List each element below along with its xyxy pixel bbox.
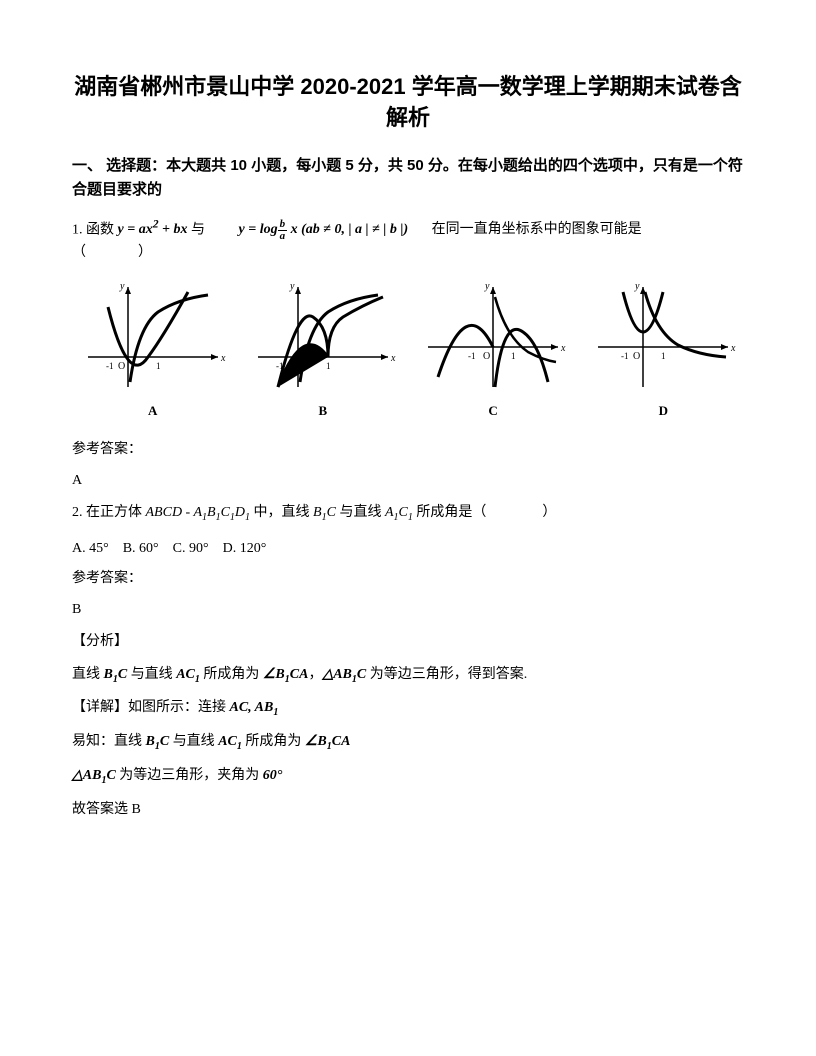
q1-blank: （ ）: [72, 245, 160, 260]
q2-suffix: 所成角是（ ）: [413, 505, 557, 520]
q1-suffix: 在同一直角坐标系中的图象可能是: [432, 222, 642, 237]
svg-text:x: x: [220, 353, 226, 364]
t: 易知：直线: [72, 734, 146, 749]
svg-text:O: O: [633, 351, 640, 362]
page-title: 湖南省郴州市景山中学 2020-2021 学年高一数学理上学期期末试卷含解析: [72, 72, 744, 134]
t: 直线: [72, 667, 104, 682]
svg-text:1: 1: [326, 361, 331, 371]
graph-label-A: A: [148, 401, 157, 422]
t: 【详解】如图所示：连接: [72, 700, 230, 715]
question-1: 1. 函数 y = ax2 + bx 与 y = logba x (ab ≠ 0…: [72, 216, 744, 265]
question-2: 2. 在正方体 ABCD - A1B1C1D1 中，直线 B1C 与直线 A1C…: [72, 502, 744, 526]
t: ，: [308, 667, 322, 682]
svg-text:1: 1: [156, 361, 161, 371]
svg-text:y: y: [634, 281, 640, 292]
q2-prefix: 2. 在正方体: [72, 505, 146, 520]
q2-cube: ABCD - A1B1C1D1: [146, 505, 251, 520]
q2-mid2: 与直线: [336, 505, 385, 520]
q2-analysis: 【分析】 直线 B1C 与直线 AC1 所成角为 ∠B1CA，△AB1C 为等边…: [72, 631, 744, 821]
m: AC, AB1: [230, 700, 279, 715]
m: △AB1C: [322, 667, 366, 682]
final-line: 故答案选 B: [72, 799, 744, 821]
svg-text:y: y: [289, 281, 295, 292]
graph-label-C: C: [488, 401, 497, 422]
graph-A: x y O -1 1 A: [72, 277, 233, 422]
svg-text:-1: -1: [468, 351, 476, 361]
svg-text:x: x: [730, 343, 736, 354]
t: 为等边三角形，得到答案.: [366, 667, 527, 682]
q2-options: A. 45° B. 60° C. 90° D. 120°: [72, 538, 744, 560]
t: 与直线: [169, 734, 218, 749]
q1-answer-label: 参考答案：: [72, 439, 744, 461]
q1-graphs: x y O -1 1 A x y O -1 1 B: [72, 277, 744, 422]
q1-func2-prefix: y = log: [239, 222, 278, 237]
svg-text:x: x: [390, 353, 396, 364]
m: AC1: [218, 734, 242, 749]
q1-func2-arg: x (ab ≠ 0, | a | ≠ | b |): [287, 222, 408, 237]
q1-mid: 与: [191, 222, 209, 237]
q1-prefix: 1. 函数: [72, 222, 118, 237]
m: 60°: [263, 768, 283, 783]
q2-answer-label: 参考答案：: [72, 568, 744, 590]
m: B1C: [104, 667, 128, 682]
q2-line2: A1C1: [385, 505, 413, 520]
svg-text:1: 1: [511, 351, 516, 361]
q2-line1: B1C: [313, 505, 336, 520]
analysis-line-a: 直线 B1C 与直线 AC1 所成角为 ∠B1CA，△AB1C 为等边三角形，得…: [72, 664, 744, 688]
q1-func1: y = ax2 + bx: [118, 222, 188, 237]
detail-line: 【详解】如图所示：连接 AC, AB1: [72, 697, 744, 721]
t: 为等边三角形，夹角为: [116, 768, 263, 783]
graph-B: x y O -1 1 B: [242, 277, 403, 422]
m: △AB1C: [72, 768, 116, 783]
q2-answer: B: [72, 599, 744, 621]
analysis-line-c: △AB1C 为等边三角形，夹角为 60°: [72, 765, 744, 789]
q2-mid: 中，直线: [250, 505, 313, 520]
svg-text:O: O: [483, 351, 490, 362]
graph-label-D: D: [659, 401, 668, 422]
q1-func2-sub: ba: [278, 219, 288, 242]
m: AC1: [176, 667, 200, 682]
q1-answer: A: [72, 470, 744, 492]
section-header: 一、 选择题：本大题共 10 小题，每小题 5 分，共 50 分。在每小题给出的…: [72, 154, 744, 202]
svg-text:x: x: [560, 343, 566, 354]
svg-text:1: 1: [661, 351, 666, 361]
graph-D: x y O -1 1 D: [583, 277, 744, 422]
svg-text:O: O: [118, 361, 125, 372]
analysis-label: 【分析】: [72, 631, 744, 653]
m: ∠B1CA: [263, 667, 309, 682]
t: 所成角为: [242, 734, 305, 749]
t: 与直线: [127, 667, 176, 682]
svg-text:y: y: [484, 281, 490, 292]
m: ∠B1CA: [305, 734, 351, 749]
svg-text:-1: -1: [106, 361, 114, 371]
m: B1C: [146, 734, 170, 749]
graph-C: x y O -1 1 C: [412, 277, 573, 422]
svg-text:y: y: [119, 281, 125, 292]
analysis-line-b: 易知：直线 B1C 与直线 AC1 所成角为 ∠B1CA: [72, 731, 744, 755]
graph-label-B: B: [319, 401, 328, 422]
t: 所成角为: [200, 667, 263, 682]
svg-text:-1: -1: [621, 351, 629, 361]
